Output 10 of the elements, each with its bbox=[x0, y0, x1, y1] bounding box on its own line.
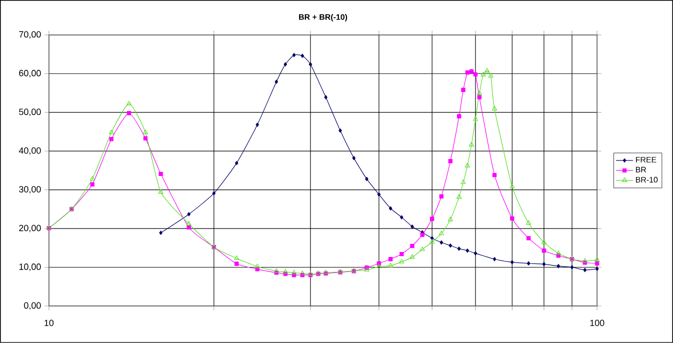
y-tick-label: 40,00 bbox=[18, 147, 41, 155]
y-tick-label: 10,00 bbox=[19, 264, 41, 272]
y-tick-label: 50,00 bbox=[19, 108, 41, 116]
x-tick-label: 100 bbox=[590, 320, 604, 326]
y-tick-label: 0,00 bbox=[24, 302, 41, 310]
x-tick-label: 10 bbox=[44, 320, 54, 326]
y-tick-label: 30,00 bbox=[19, 186, 41, 194]
y-tick-label: 60,00 bbox=[19, 70, 41, 78]
y-tick-label: 20,00 bbox=[19, 224, 41, 232]
y-tick-label: 70,00 bbox=[19, 31, 41, 39]
